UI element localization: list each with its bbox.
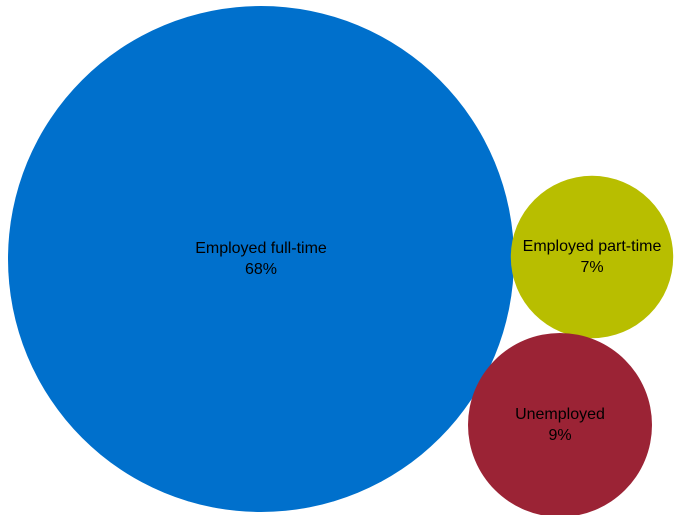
bubble-value-employed-full-time: 68%	[245, 261, 277, 278]
bubble-circle-employed-part-time	[510, 175, 674, 339]
bubble-circle-unemployed	[468, 333, 652, 515]
bubble-label-unemployed: Unemployed	[515, 406, 605, 423]
bubble-unemployed: Unemployed 9%	[468, 333, 652, 515]
bubble-value-unemployed: 9%	[548, 427, 571, 444]
bubble-employed-full-time: Employed full-time 68%	[8, 6, 514, 512]
bubble-employed-part-time: Employed part-time 7%	[510, 175, 674, 339]
bubble-value-employed-part-time: 7%	[580, 259, 603, 276]
bubble-circle-employed-full-time	[8, 6, 514, 512]
bubble-label-employed-full-time: Employed full-time	[195, 240, 327, 257]
bubble-label-employed-part-time: Employed part-time	[523, 238, 662, 255]
